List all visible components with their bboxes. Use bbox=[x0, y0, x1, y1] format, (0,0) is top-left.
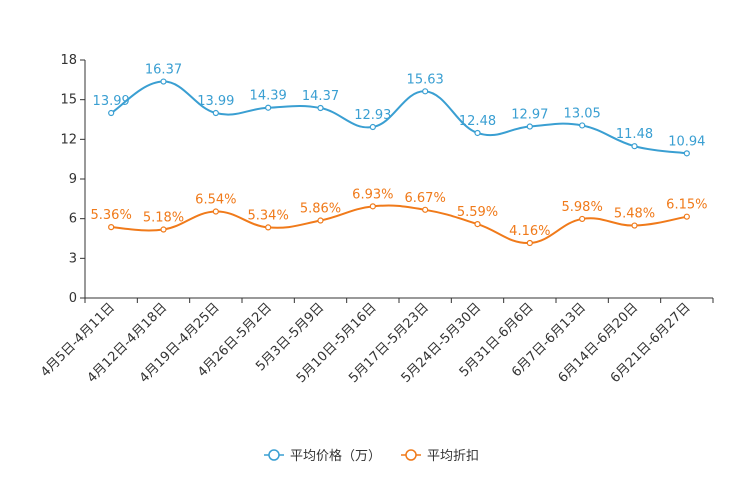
y-tick-label: 12 bbox=[60, 132, 77, 147]
data-label: 6.15% bbox=[666, 198, 707, 213]
data-label: 6.93% bbox=[352, 187, 393, 202]
axes: 03691215184月5日-4月11日4月12日-4月18日4月19日-4月2… bbox=[38, 53, 714, 386]
data-label: 16.37 bbox=[145, 63, 182, 78]
data-point bbox=[631, 143, 638, 150]
data-point bbox=[369, 203, 376, 210]
data-point bbox=[631, 222, 638, 229]
data-point bbox=[265, 224, 272, 231]
legend-marker-2 bbox=[405, 449, 417, 461]
data-label: 4.16% bbox=[509, 224, 550, 239]
data-point bbox=[579, 122, 586, 129]
data-point bbox=[683, 150, 690, 157]
data-label: 15.63 bbox=[407, 72, 444, 87]
data-label: 12.48 bbox=[459, 114, 496, 129]
data-point bbox=[579, 215, 586, 223]
data-label: 5.18% bbox=[143, 211, 184, 226]
data-label: 11.48 bbox=[616, 127, 653, 142]
data-point bbox=[474, 220, 481, 228]
data-label: 5.48% bbox=[614, 207, 655, 222]
data-label: 5.34% bbox=[248, 208, 289, 223]
y-tick-label: 0 bbox=[69, 291, 77, 306]
data-label: 12.97 bbox=[511, 108, 548, 123]
data-label: 10.94 bbox=[668, 134, 705, 149]
data-labels: 13.99 16.37 13.99 14.39 14.37 12.93 15.63 12.48… bbox=[91, 63, 708, 239]
data-point bbox=[317, 217, 324, 224]
data-label: 13.99 bbox=[197, 94, 234, 109]
legend-label-1: 平均价格（万） bbox=[290, 448, 381, 464]
data-point bbox=[160, 78, 167, 85]
data-point bbox=[526, 123, 533, 130]
data-point bbox=[317, 104, 324, 112]
y-tick-label: 15 bbox=[60, 93, 77, 108]
legend: 平均价格（万） 平均折扣 bbox=[264, 448, 479, 464]
data-point bbox=[212, 208, 219, 215]
data-point bbox=[212, 109, 219, 117]
data-label: 5.86% bbox=[300, 202, 341, 217]
data-point bbox=[683, 213, 690, 220]
data-label: 14.37 bbox=[302, 89, 339, 104]
data-label: 14.39 bbox=[250, 89, 287, 104]
data-label: 13.05 bbox=[564, 106, 601, 121]
data-point bbox=[160, 226, 167, 233]
data-label: 6.67% bbox=[405, 191, 446, 206]
data-point bbox=[369, 123, 376, 131]
y-tick-label: 18 bbox=[60, 53, 77, 68]
y-tick-label: 6 bbox=[69, 212, 77, 227]
data-point bbox=[526, 239, 533, 247]
data-point bbox=[422, 206, 429, 213]
y-tick-label: 3 bbox=[69, 251, 77, 266]
data-label: 6.54% bbox=[195, 193, 236, 208]
legend-marker-1 bbox=[268, 449, 280, 461]
series-line-2 bbox=[111, 204, 688, 244]
legend-label-2: 平均折扣 bbox=[427, 449, 479, 464]
y-tick-label: 9 bbox=[69, 172, 77, 187]
data-label: 5.59% bbox=[457, 205, 498, 220]
data-point bbox=[422, 88, 429, 95]
data-label: 5.36% bbox=[91, 208, 132, 223]
data-point bbox=[474, 129, 481, 137]
data-label: 13.99 bbox=[93, 94, 130, 109]
data-point bbox=[108, 224, 115, 231]
data-label: 5.98% bbox=[562, 200, 603, 215]
series-layer bbox=[108, 78, 690, 247]
data-point bbox=[265, 104, 272, 111]
data-label: 12.93 bbox=[354, 108, 391, 123]
data-point bbox=[108, 109, 115, 117]
